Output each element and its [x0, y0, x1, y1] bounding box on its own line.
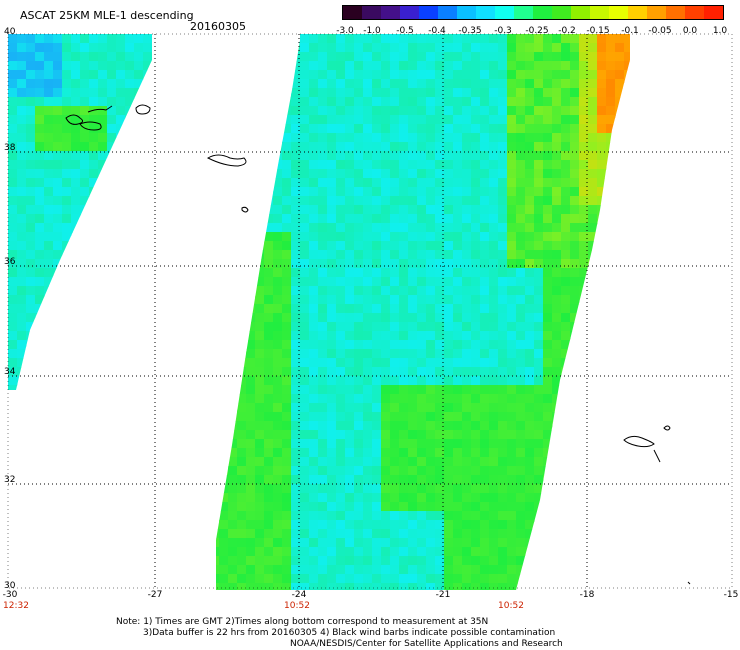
- lat-label: 34: [4, 367, 16, 377]
- lat-label: 40: [4, 27, 16, 37]
- lon-label: -18: [579, 590, 595, 600]
- lon-label: -21: [435, 590, 451, 600]
- color-bar-segment: [362, 6, 381, 19]
- color-bar-label: -0.15: [586, 26, 610, 36]
- color-bar: [342, 5, 724, 20]
- swath-left: [8, 34, 152, 390]
- color-bar-label: -0.4: [428, 26, 446, 36]
- lat-label: 38: [4, 143, 16, 153]
- color-bar-label: 1.0: [712, 26, 728, 36]
- lat-lon-grid: [7, 33, 733, 589]
- time-label: 10:52: [284, 601, 310, 611]
- island-selvagens: [687, 581, 691, 585]
- color-bar-segment: [628, 6, 647, 19]
- note-line-2: 3)Data buffer is 22 hrs from 20160305 4)…: [143, 628, 556, 638]
- color-bar-segment: [400, 6, 419, 19]
- time-label: 12:32: [3, 601, 29, 611]
- color-bar-segment: [590, 6, 609, 19]
- time-label: 10:52: [498, 601, 524, 611]
- color-bar-segment: [495, 6, 514, 19]
- map-frame: [7, 33, 733, 589]
- island-sao-miguel: [206, 154, 247, 167]
- island-desertas: [653, 449, 661, 463]
- map-title: ASCAT 25KM MLE-1 descending: [20, 9, 194, 22]
- color-bar-segment: [552, 6, 571, 19]
- color-bar-segment: [533, 6, 552, 19]
- color-bar-segment: [609, 6, 628, 19]
- island-sao-jorge: [87, 105, 113, 113]
- color-bar-segment: [457, 6, 476, 19]
- color-bar-label: -0.35: [458, 26, 482, 36]
- island-madeira: [623, 435, 655, 448]
- lat-label: 36: [4, 257, 16, 267]
- map-date: 20160305: [190, 20, 246, 33]
- color-bar-label: -0.1: [621, 26, 639, 36]
- color-bar-label: -3.0: [336, 26, 354, 36]
- color-bar-label: -0.05: [648, 26, 672, 36]
- island-faial: [79, 121, 102, 131]
- lon-label: -24: [291, 590, 307, 600]
- color-bar-label: -0.3: [494, 26, 512, 36]
- note-line-1: Note: 1) Times are GMT 2)Times along bot…: [116, 617, 489, 627]
- lon-label: -15: [723, 590, 739, 600]
- lat-label: 32: [4, 475, 16, 485]
- color-bar-segment: [419, 6, 438, 19]
- color-bar-label: 0.0: [682, 26, 698, 36]
- color-bar-segment: [685, 6, 704, 19]
- island-porto-santo: [663, 425, 671, 431]
- color-bar-segment: [438, 6, 457, 19]
- color-bar-segment: [514, 6, 533, 19]
- swath-right: [216, 34, 630, 590]
- color-bar-label: -1.0: [363, 26, 381, 36]
- color-bar-segment: [476, 6, 495, 19]
- island-terceira: [135, 104, 151, 115]
- color-bar-segment: [647, 6, 666, 19]
- note-line-3: NOAA/NESDIS/Center for Satellite Applica…: [290, 639, 563, 649]
- color-bar-segment: [381, 6, 400, 19]
- color-bar-segment: [343, 6, 362, 19]
- lon-label: -30: [2, 590, 18, 600]
- color-bar-segment: [666, 6, 685, 19]
- color-bar-segment: [571, 6, 590, 19]
- color-bar-label: -0.25: [525, 26, 549, 36]
- lon-label: -27: [147, 590, 163, 600]
- color-bar-segment: [704, 6, 723, 19]
- color-bar-label: -0.2: [558, 26, 576, 36]
- color-bar-label: -0.5: [396, 26, 414, 36]
- island-pico: [65, 114, 84, 125]
- lat-label: 30: [4, 581, 16, 591]
- island-santa-maria: [241, 206, 249, 213]
- coastlines: [65, 104, 691, 585]
